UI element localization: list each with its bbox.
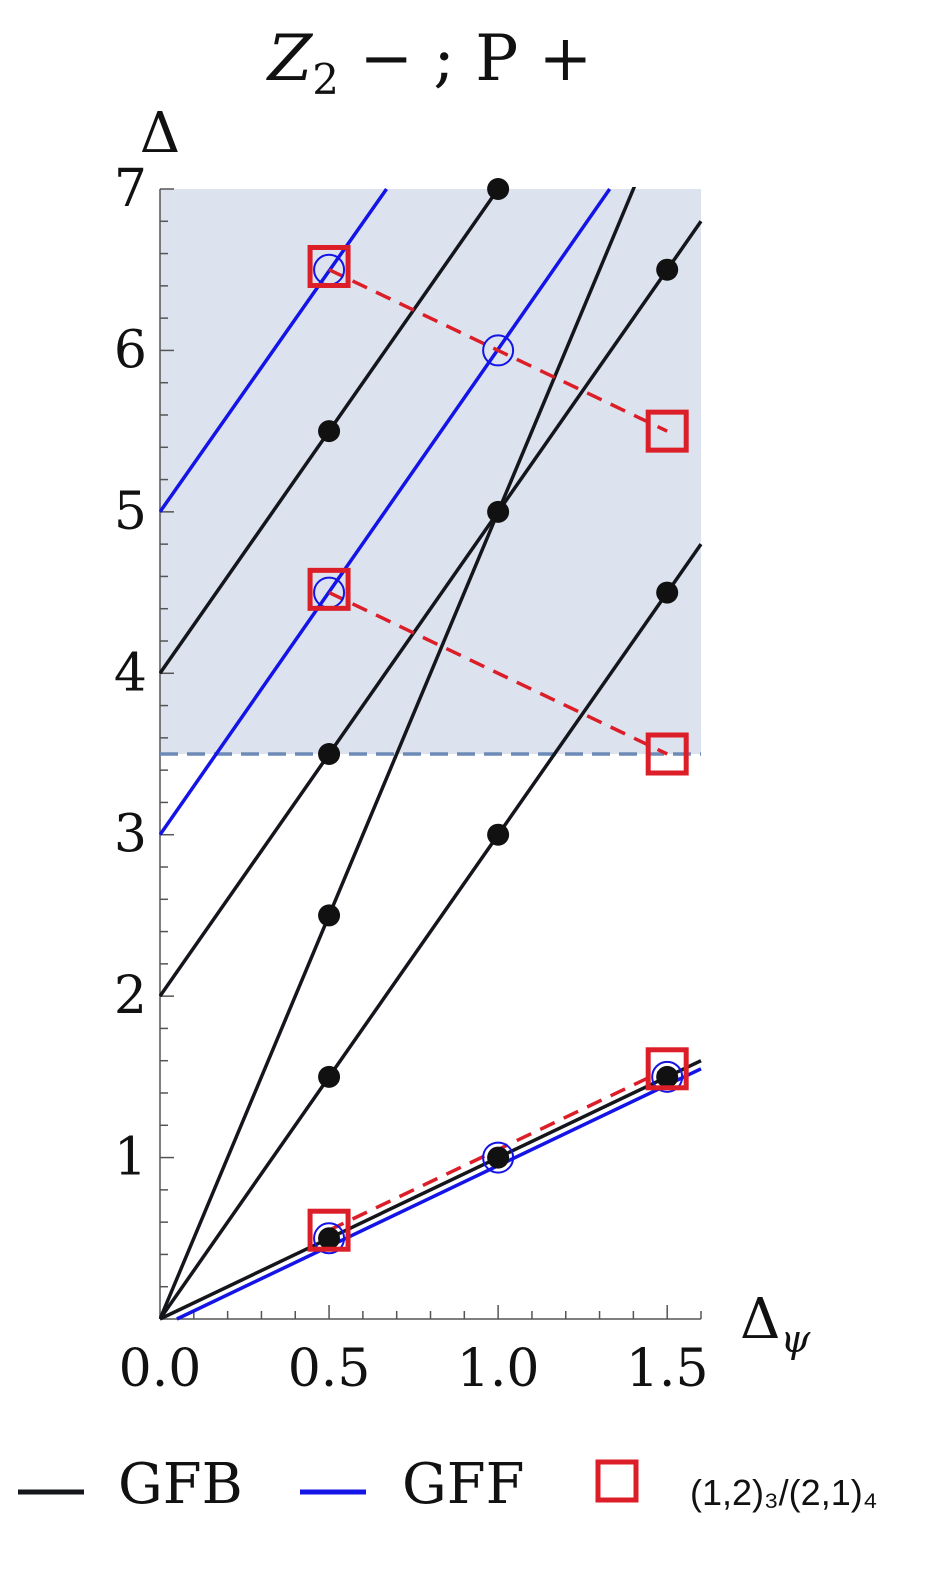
red-dashed-line: [328, 590, 668, 756]
gfb-point: [318, 904, 341, 927]
red-square-point: [645, 1047, 689, 1091]
gff-line: [176, 1067, 702, 1321]
gfb-point: [487, 500, 510, 523]
red-square-point: [307, 1208, 351, 1252]
y-tick-label: 2: [114, 966, 147, 1026]
gfb-point: [656, 1065, 679, 1088]
gfb-point: [487, 823, 510, 846]
y-tick-label: 7: [114, 159, 147, 219]
x-axis-label: Δψ: [740, 1287, 811, 1361]
gfb-line: [159, 543, 703, 1321]
y-axis-label: Δ: [140, 101, 180, 166]
y-tick-label: 5: [114, 482, 147, 542]
gfb-point: [318, 743, 341, 765]
gfb-point: [487, 178, 510, 200]
y-tick-label: 6: [114, 320, 147, 380]
gfb-line: [159, 1059, 702, 1321]
x-tick-label: 1.5: [626, 1339, 709, 1399]
gff-point: [651, 1060, 684, 1093]
x-tick-label: 0.5: [288, 1339, 371, 1399]
legend-label: GFF: [402, 1452, 524, 1517]
gfb-point: [318, 1227, 341, 1250]
legend-square-swatch: [595, 1459, 639, 1503]
gfb-point: [318, 1065, 341, 1088]
plot-area: 0.0 0.5 1.0 1.5 1 2 3 4 5 6 7: [114, 159, 709, 1399]
legend: GFB GFF (1,2)₃/(2,1)₄: [18, 1452, 877, 1517]
red-square-point: [645, 732, 689, 776]
gff-point: [313, 1222, 346, 1255]
gfb-point: [487, 1146, 510, 1169]
gfb-point: [656, 258, 679, 281]
x-tick-label: 1.0: [457, 1339, 540, 1399]
red-square-point: [307, 567, 351, 611]
gfb-point: [656, 581, 679, 604]
y-tick-label: 4: [114, 643, 147, 703]
gfb-point: [318, 420, 341, 443]
gff-point: [482, 334, 515, 367]
legend-label: (1,2)₃/(2,1)₄: [690, 1472, 877, 1513]
gfb-line: [159, 220, 703, 998]
red-dashed-line: [328, 268, 668, 433]
x-tick-label: 0.0: [119, 1339, 202, 1399]
legend-label: GFB: [118, 1452, 243, 1517]
red-square-point: [307, 244, 351, 288]
gfb-line: [159, 187, 637, 1320]
chart-title: Z2 − ; P +: [266, 22, 592, 104]
y-tick-label: 1: [114, 1128, 147, 1188]
red-square-point: [645, 409, 689, 453]
gff-line: [159, 187, 612, 836]
y-tick-label: 3: [114, 805, 147, 865]
gff-point: [482, 1141, 515, 1174]
gff-line: [159, 187, 388, 513]
